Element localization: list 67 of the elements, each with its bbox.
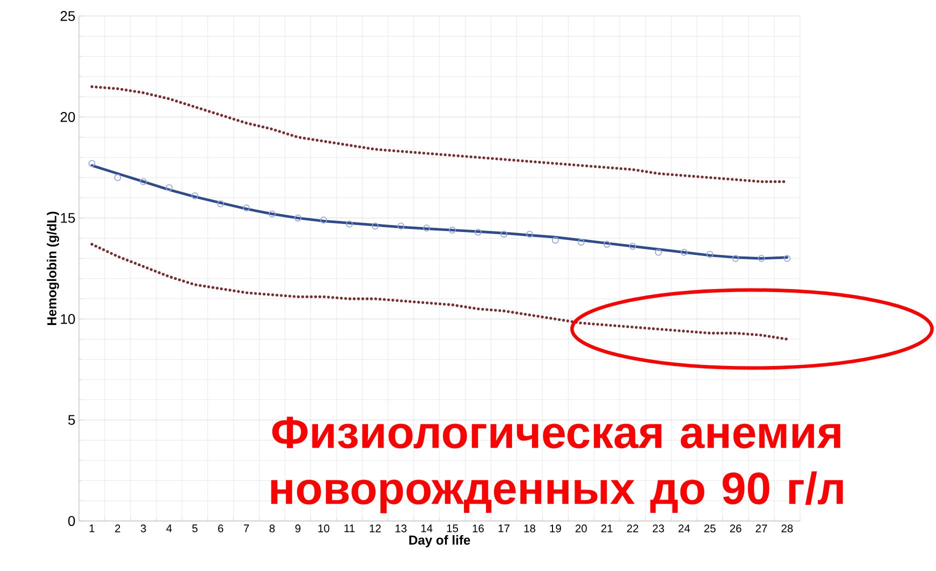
- point: [552, 236, 559, 244]
- x-tick-label: 5: [192, 524, 198, 532]
- y-tick-label: 10: [60, 314, 75, 324]
- y-axis-title: Hemoglobin (g/dL): [46, 212, 60, 326]
- point: [578, 238, 585, 246]
- x-tick-label: 27: [756, 524, 767, 532]
- annotation: Физиологическая анемия новорожденных до 90 г/л: [271, 416, 843, 514]
- point: [629, 242, 636, 250]
- point: [242, 204, 250, 212]
- y-tick-label: 5: [68, 415, 75, 425]
- point: [784, 254, 791, 262]
- point: [294, 214, 302, 222]
- x-tick-label: 10: [318, 524, 330, 532]
- point: [474, 228, 482, 236]
- x-tick-label: 3: [140, 524, 146, 532]
- point: [88, 160, 96, 167]
- x-tick-label: 28: [782, 524, 793, 532]
- x-tick-label: 11: [344, 524, 355, 532]
- x-tick-label: 18: [524, 524, 536, 532]
- point: [372, 222, 379, 230]
- x-tick-label: 9: [295, 524, 300, 532]
- x-tick-label: 6: [218, 524, 224, 532]
- point: [654, 248, 662, 256]
- x-tick-label: 1: [90, 524, 94, 532]
- point: [140, 178, 147, 186]
- point: [758, 254, 765, 262]
- line-series: [90, 242, 789, 341]
- point: [423, 224, 430, 232]
- x-tick-label: 23: [652, 524, 664, 532]
- x-axis-title: Day of life: [409, 535, 470, 548]
- y-tick-label: 0: [68, 516, 75, 526]
- x-tick-label: 22: [627, 524, 638, 532]
- y-tick-label: 25: [60, 11, 75, 21]
- point: [191, 192, 198, 200]
- x-tick-label: 20: [576, 524, 587, 532]
- x-tick-label: 26: [730, 524, 742, 532]
- x-tick-label: 7: [244, 524, 249, 532]
- y-tick-label: 15: [60, 213, 75, 223]
- x-tick-label: 25: [704, 524, 716, 532]
- x-tick-label: 15: [447, 524, 458, 532]
- point: [397, 222, 404, 230]
- point: [526, 230, 534, 238]
- x-tick-label: 24: [678, 524, 690, 532]
- point: [732, 254, 740, 262]
- point: [166, 184, 173, 192]
- point: [603, 240, 610, 248]
- point: [706, 250, 714, 258]
- line-series: [90, 164, 788, 260]
- x-tick-label: 4: [166, 524, 172, 532]
- point: [114, 174, 122, 182]
- x-tick-label: 12: [370, 524, 381, 532]
- x-tick-label: 17: [498, 524, 510, 532]
- x-tick-label: 14: [421, 524, 432, 532]
- point: [346, 220, 353, 228]
- x-tick-label: 21: [601, 524, 612, 532]
- x-tick-label: 13: [396, 524, 407, 532]
- point: [217, 200, 224, 208]
- x-tick-label: 16: [472, 524, 484, 532]
- point: [500, 230, 508, 238]
- x-tick-label: 2: [115, 524, 120, 532]
- point: [680, 248, 688, 256]
- point: [320, 216, 328, 224]
- x-tick-label: 19: [550, 524, 561, 532]
- point: [448, 226, 456, 234]
- y-tick-label: 20: [60, 112, 75, 122]
- point: [268, 210, 276, 218]
- x-tick-label: 8: [270, 524, 275, 532]
